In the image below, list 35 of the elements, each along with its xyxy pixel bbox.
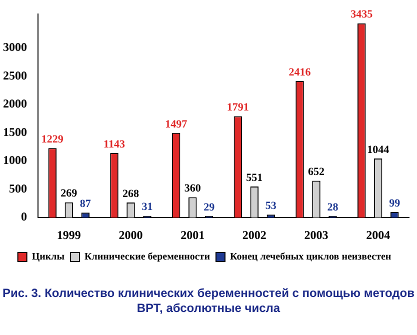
- legend-label: Клинические беременности: [84, 252, 210, 263]
- data-label: 1143: [104, 138, 126, 150]
- data-label: 28: [327, 201, 339, 214]
- data-label: 3435: [350, 8, 374, 21]
- data-label: 1497: [165, 118, 188, 130]
- data-label: 2416: [288, 66, 312, 78]
- data-label: 1791: [226, 102, 249, 114]
- y-tick-label: 1000: [3, 153, 27, 168]
- data-label: 31: [142, 201, 153, 214]
- y-tick-label: 3000: [3, 40, 27, 54]
- data-label: 268: [122, 188, 140, 200]
- data-label: 99: [389, 197, 401, 210]
- y-tick-label: 1500: [3, 124, 27, 139]
- data-label: 1044: [367, 144, 390, 156]
- y-tick-label: 2000: [3, 96, 27, 111]
- text: Рис. 3. Количество клинических беременностей с помощью методов ВРТ, абсолютные числа: [2, 286, 416, 316]
- data-label: 551: [246, 172, 263, 184]
- x-tick-label: 2003: [304, 228, 328, 242]
- data-label: 53: [265, 200, 277, 212]
- data-label: 29: [204, 201, 216, 214]
- legend-label: Циклы: [32, 252, 65, 263]
- y-tick-label: 2500: [3, 68, 27, 82]
- x-tick-label: 1999: [56, 228, 81, 242]
- data-label: 652: [308, 166, 325, 178]
- y-tick-label: 0: [21, 210, 27, 224]
- x-tick-label: 2002: [242, 228, 266, 242]
- x-tick-label: 2001: [180, 228, 205, 242]
- data-label: 360: [184, 182, 202, 195]
- data-label: 269: [60, 188, 78, 200]
- data-label: 1229: [41, 133, 64, 146]
- data-label: 87: [80, 198, 92, 210]
- legend-label: Конец лечебных циклов неизвестен: [230, 252, 392, 263]
- x-tick-label: 2000: [118, 228, 143, 242]
- y-tick-label: 500: [9, 181, 27, 196]
- x-tick-label: 2004: [366, 228, 390, 242]
